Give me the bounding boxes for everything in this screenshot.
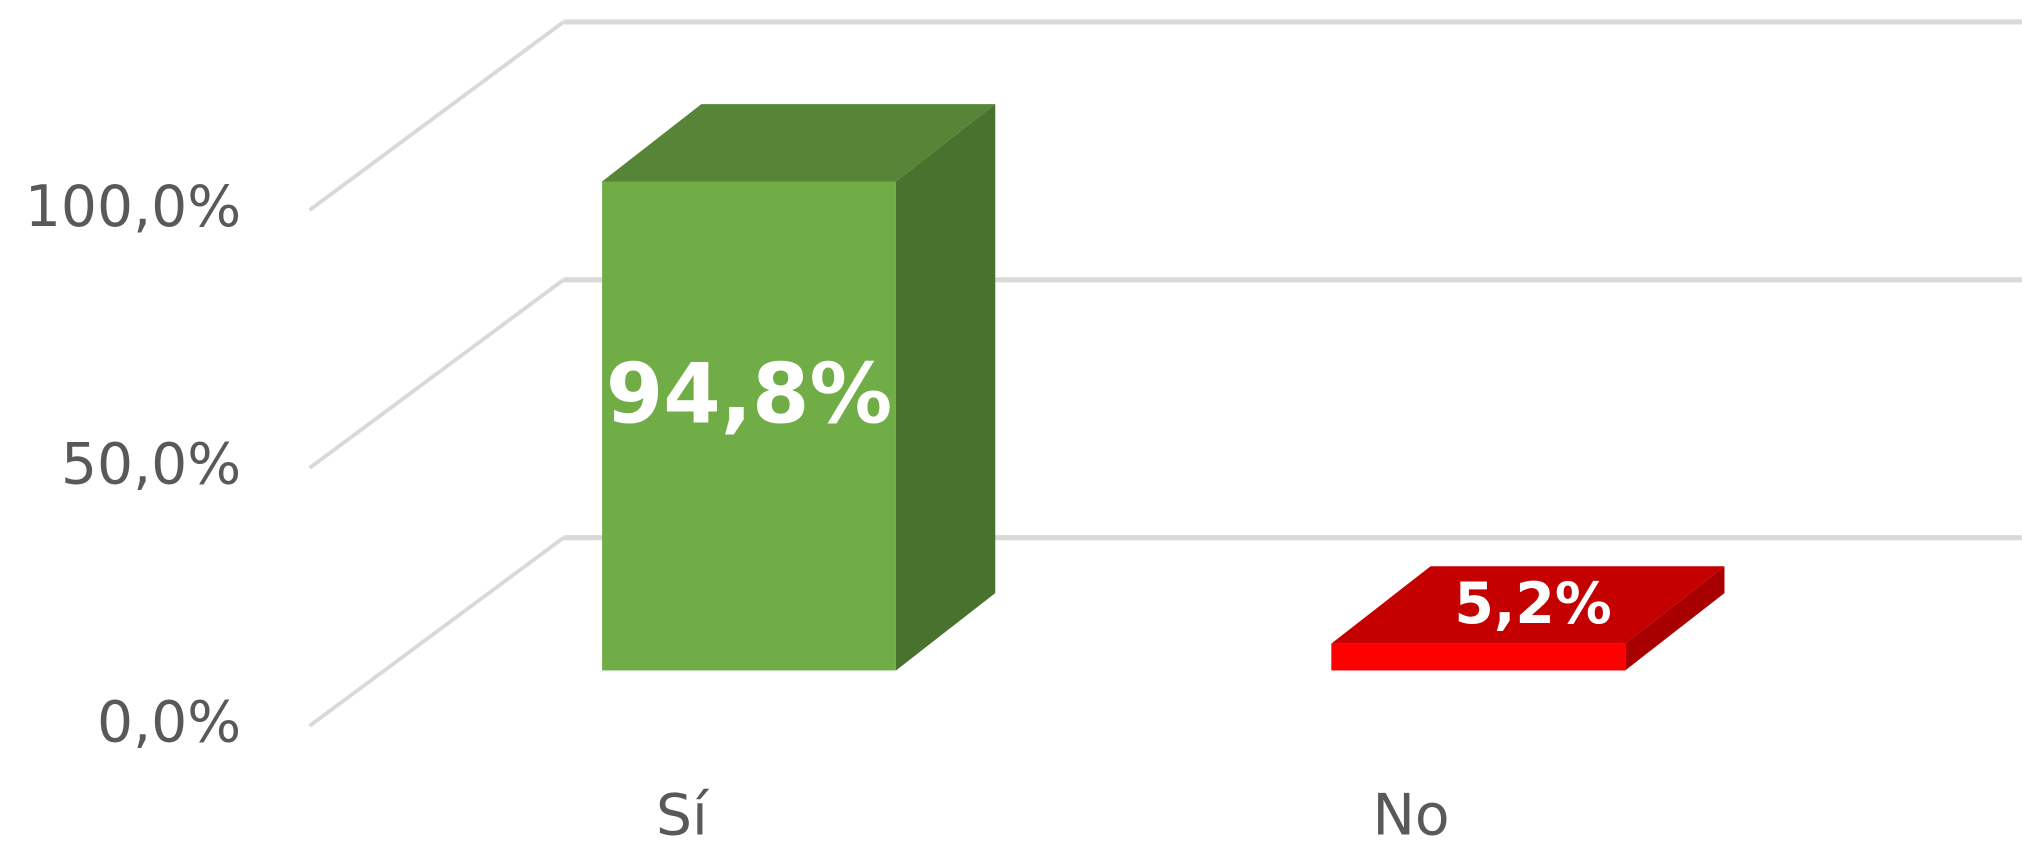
bar-top bbox=[1331, 566, 1725, 644]
y-tick-label: 0,0% bbox=[97, 690, 241, 756]
grid-line bbox=[308, 536, 565, 728]
bar-side bbox=[895, 104, 996, 671]
bar bbox=[602, 181, 896, 671]
bar-side bbox=[1625, 566, 1725, 671]
plot: 0,0% 50,0% 100,0% Sí 94,8% No 5,2% bbox=[25, 19, 2022, 843]
grid-line bbox=[308, 20, 565, 212]
y-tick-label: 100,0% bbox=[25, 174, 241, 240]
x-tick-label: Sí bbox=[656, 782, 710, 843]
bar bbox=[1331, 643, 1626, 671]
y-tick-label: 50,0% bbox=[61, 432, 241, 498]
x-tick-label: No bbox=[1372, 782, 1449, 843]
value-label: 94,8% bbox=[606, 347, 892, 443]
grid-line bbox=[308, 278, 565, 470]
value-label: 5,2% bbox=[1454, 571, 1611, 637]
bar-top bbox=[602, 104, 996, 182]
